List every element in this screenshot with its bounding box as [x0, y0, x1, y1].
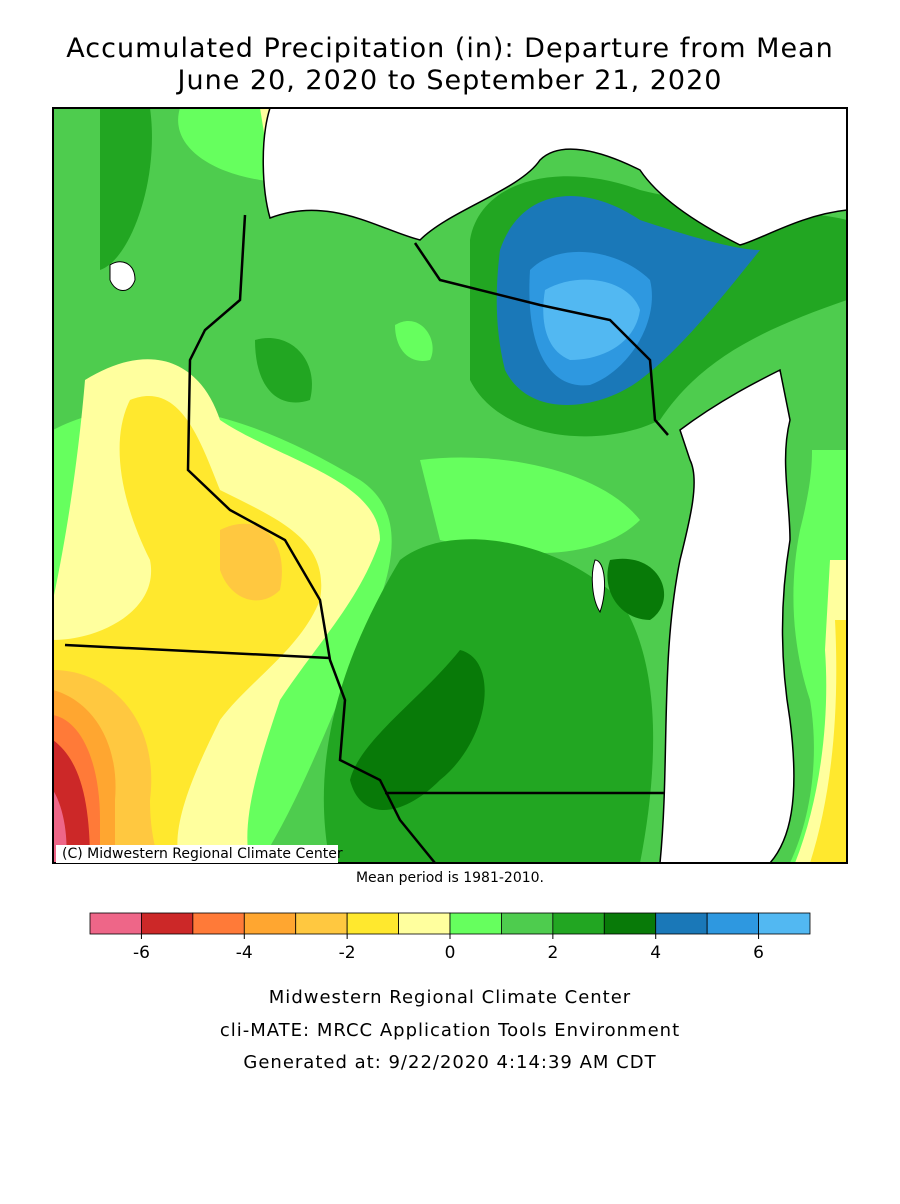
tick-label: -2	[339, 943, 356, 963]
map-frame	[52, 107, 848, 864]
color-bin	[346, 912, 399, 935]
color-bin	[295, 912, 348, 935]
map	[53, 108, 847, 863]
color-bin	[89, 912, 142, 935]
tick-label: -6	[133, 943, 150, 963]
copyright: (C) Midwestern Regional Climate Center	[62, 846, 343, 862]
color-bin	[552, 912, 605, 935]
color-bin	[141, 912, 194, 935]
tick-label: 2	[547, 943, 558, 963]
tick-label: 4	[650, 943, 661, 963]
colorbar: -6 -4 -2 0 2 4 6	[89, 912, 811, 963]
copyright-box	[56, 845, 338, 863]
title: Accumulated Precipitation (in): Departur…	[66, 33, 833, 64]
color-bin	[501, 912, 554, 935]
color-bin	[192, 912, 245, 935]
tick-label: 6	[753, 943, 764, 963]
footer-line: Midwestern Regional Climate Center	[269, 987, 631, 1008]
color-bin	[655, 912, 708, 935]
color-bin	[706, 912, 759, 935]
tick-label: 0	[445, 943, 456, 963]
color-bin	[398, 912, 451, 935]
note: Mean period is 1981-2010.	[356, 870, 544, 886]
color-bin	[603, 912, 657, 935]
color-bin	[449, 912, 502, 935]
color-bin	[243, 912, 297, 935]
color-bin	[758, 912, 811, 935]
footer-line: cli-MATE: MRCC Application Tools Environ…	[220, 1020, 680, 1041]
tick-label: -4	[236, 943, 253, 963]
subtitle: June 20, 2020 to September 21, 2020	[176, 65, 723, 96]
footer-line: Generated at: 9/22/2020 4:14:39 AM CDT	[243, 1052, 656, 1073]
